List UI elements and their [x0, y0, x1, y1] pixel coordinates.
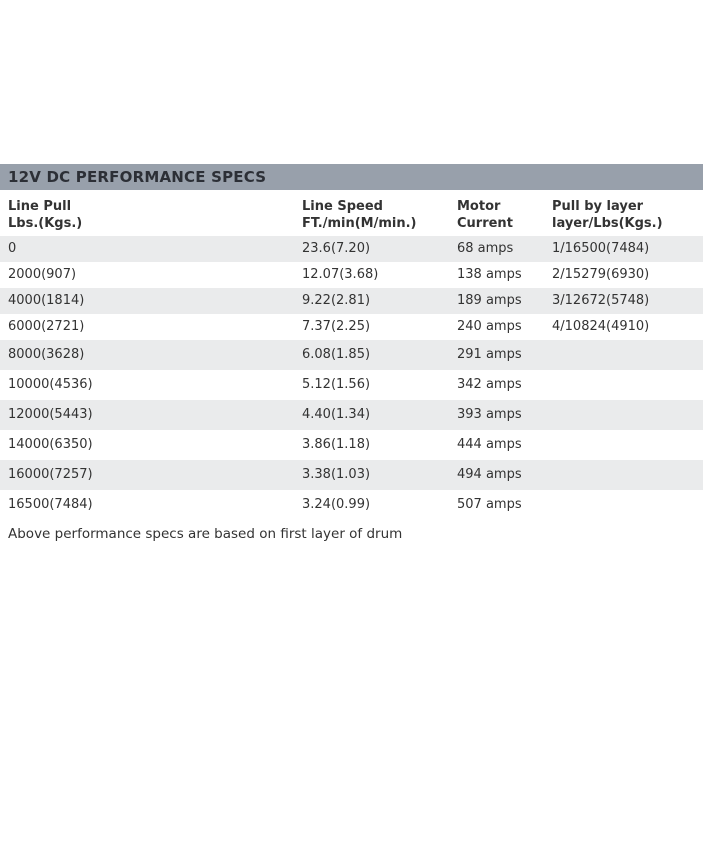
cell-line-pull: 16500(7484): [8, 497, 93, 512]
cell-line-pull: 10000(4536): [8, 377, 93, 392]
cell-line-pull: 4000(1814): [8, 293, 85, 308]
cell-pull-by-layer: 4/10824(4910): [552, 319, 650, 334]
cell-pull-by-layer: [544, 490, 703, 520]
cell-pull-by-layer: 3/12672(5748): [552, 293, 650, 308]
cell-motor-current: 291 amps: [457, 347, 522, 362]
cell-pull-by-layer: [544, 400, 703, 430]
performance-specs-section: 12V DC PERFORMANCE SPECS Line Pull Lbs.(…: [0, 164, 703, 542]
cell-line-pull: 12000(5443): [8, 407, 93, 422]
cell-line-speed: 23.6(7.20): [302, 241, 371, 256]
cell-line-pull: 2000(907): [8, 267, 77, 282]
table-row: 12000(5443) 4.40(1.34) 393 amps: [0, 400, 703, 430]
cell-pull-by-layer: [544, 430, 703, 460]
cell-motor-current: 507 amps: [457, 497, 522, 512]
cell-pull-by-layer: [544, 460, 703, 490]
cell-motor-current: 393 amps: [457, 407, 522, 422]
cell-pull-by-layer: 1/16500(7484): [552, 241, 650, 256]
cell-line-pull: 16000(7257): [8, 467, 93, 482]
table-body: 0 23.6(7.20) 68 amps 1/16500(7484) 2000(…: [0, 236, 703, 520]
table-row: 2000(907) 12.07(3.68) 138 amps 2/15279(6…: [0, 262, 703, 288]
column-header-line-pull: Line Pull Lbs.(Kgs.): [8, 199, 83, 231]
cell-line-speed: 4.40(1.34): [302, 407, 371, 422]
cell-pull-by-layer: [544, 370, 703, 400]
cell-line-speed: 9.22(2.81): [302, 293, 371, 308]
header-row: Line Pull Lbs.(Kgs.) Line Speed FT./min(…: [0, 190, 703, 236]
table-row: 16000(7257) 3.38(1.03) 494 amps: [0, 460, 703, 490]
table-row: 8000(3628) 6.08(1.85) 291 amps: [0, 340, 703, 370]
cell-motor-current: 240 amps: [457, 319, 522, 334]
column-header-line-speed: Line Speed FT./min(M/min.): [302, 199, 417, 231]
table-row: 16500(7484) 3.24(0.99) 507 amps: [0, 490, 703, 520]
table-row: 4000(1814) 9.22(2.81) 189 amps 3/12672(5…: [0, 288, 703, 314]
table-row: 6000(2721) 7.37(2.25) 240 amps 4/10824(4…: [0, 314, 703, 340]
column-header-motor-current: Motor Current: [457, 199, 513, 231]
cell-line-pull: 6000(2721): [8, 319, 85, 334]
cell-motor-current: 189 amps: [457, 293, 522, 308]
section-title: 12V DC PERFORMANCE SPECS: [8, 168, 267, 186]
cell-line-speed: 12.07(3.68): [302, 267, 379, 282]
cell-motor-current: 342 amps: [457, 377, 522, 392]
column-header-pull-by-layer: Pull by layer layer/Lbs(Kgs.): [552, 199, 663, 231]
cell-motor-current: 68 amps: [457, 241, 514, 256]
cell-line-speed: 3.24(0.99): [302, 497, 371, 512]
cell-line-speed: 6.08(1.85): [302, 347, 371, 362]
table-header: Line Pull Lbs.(Kgs.) Line Speed FT./min(…: [0, 190, 703, 236]
cell-motor-current: 138 amps: [457, 267, 522, 282]
table-row: 0 23.6(7.20) 68 amps 1/16500(7484): [0, 236, 703, 262]
cell-pull-by-layer: [544, 340, 703, 370]
cell-line-speed: 3.86(1.18): [302, 437, 371, 452]
footnote: Above performance specs are based on fir…: [8, 526, 403, 542]
cell-motor-current: 494 amps: [457, 467, 522, 482]
table-row: 10000(4536) 5.12(1.56) 342 amps: [0, 370, 703, 400]
performance-specs-table: Line Pull Lbs.(Kgs.) Line Speed FT./min(…: [0, 190, 703, 520]
section-title-bar: 12V DC PERFORMANCE SPECS: [0, 164, 703, 190]
cell-line-speed: 5.12(1.56): [302, 377, 371, 392]
cell-line-speed: 7.37(2.25): [302, 319, 371, 334]
table-row: 14000(6350) 3.86(1.18) 444 amps: [0, 430, 703, 460]
cell-line-pull: 0: [8, 241, 17, 256]
cell-motor-current: 444 amps: [457, 437, 522, 452]
cell-pull-by-layer: 2/15279(6930): [552, 267, 650, 282]
cell-line-pull: 14000(6350): [8, 437, 93, 452]
cell-line-speed: 3.38(1.03): [302, 467, 371, 482]
cell-line-pull: 8000(3628): [8, 347, 85, 362]
